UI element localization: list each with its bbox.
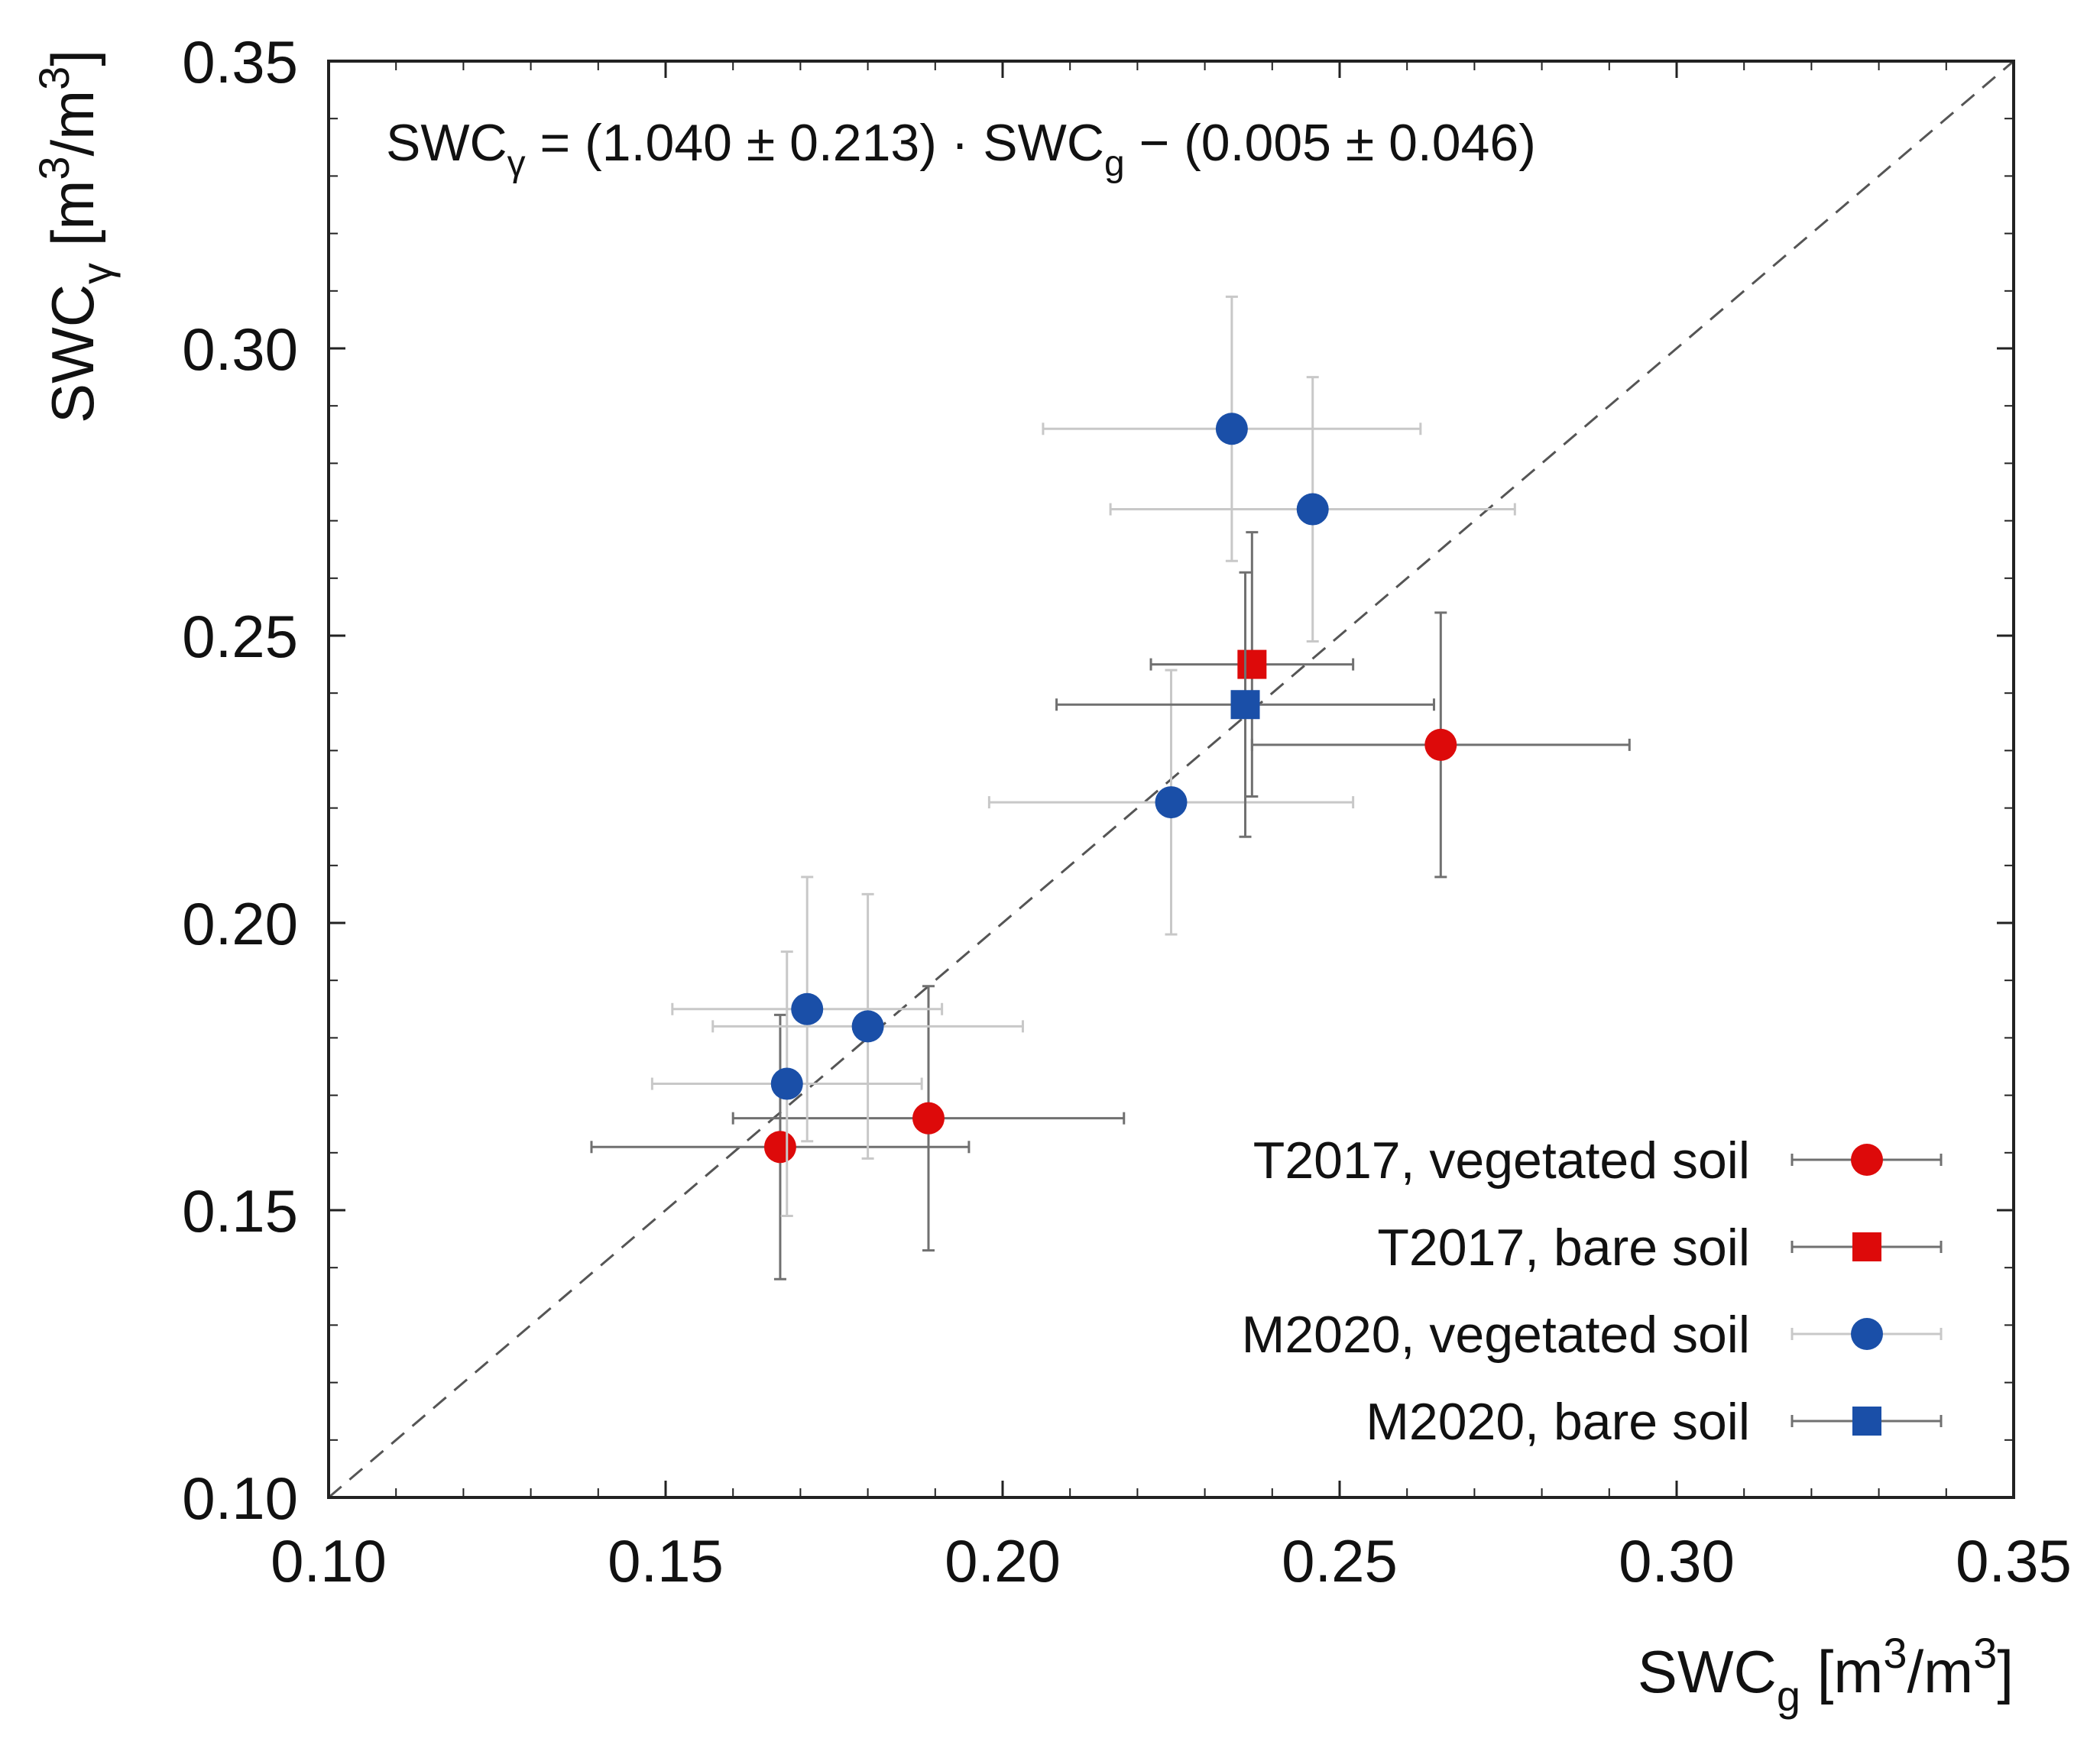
legend-label: M2020, vegetated soil (1242, 1306, 1750, 1364)
y-tick-label: 0.30 (182, 316, 298, 383)
y-tick-label: 0.25 (182, 603, 298, 670)
x-axis-title: SWCg [m3/m3] (1638, 1629, 2014, 1720)
y-tick-label: 0.10 (182, 1465, 298, 1532)
legend-item: T2017, bare soil (1377, 1219, 1943, 1277)
data-point (1296, 493, 1329, 526)
data-points-layer (590, 295, 1631, 1280)
y-tick-label: 0.15 (182, 1177, 298, 1245)
legend-marker (1852, 1407, 1881, 1436)
y-axis-title: SWCγ [m3/m3] (30, 50, 121, 423)
data-point (1237, 649, 1267, 679)
x-tick-label: 0.15 (608, 1527, 724, 1594)
legend-item: M2020, vegetated soil (1242, 1306, 1943, 1364)
data-point (1215, 413, 1248, 445)
data-point (791, 992, 824, 1025)
legend-label: M2020, bare soil (1366, 1393, 1750, 1451)
legend-item: M2020, bare soil (1366, 1393, 1943, 1451)
x-tick-label: 0.35 (1956, 1527, 2072, 1594)
data-point (851, 1010, 884, 1043)
legend-marker (1852, 1232, 1881, 1261)
series-m2020-vegetated-soil (650, 295, 1516, 1218)
axis-ticks (327, 60, 2015, 1499)
x-tick-label: 0.10 (271, 1527, 387, 1594)
x-axis-tick-labels: 0.10 0.15 0.20 0.25 0.30 0.35 (271, 1527, 2072, 1594)
legend-label: T2017, vegetated soil (1253, 1131, 1750, 1190)
series-t2017-vegetated-soil (590, 611, 1631, 1280)
y-tick-label: 0.20 (182, 890, 298, 957)
series-m2020-bare-soil (1055, 571, 1435, 838)
data-point (1424, 728, 1457, 761)
series-t2017-bare-soil (1149, 531, 1355, 798)
data-point (1155, 786, 1188, 819)
legend-item: T2017, vegetated soil (1253, 1131, 1943, 1190)
x-tick-label: 0.25 (1282, 1527, 1398, 1594)
data-point (770, 1067, 803, 1100)
y-tick-label: 0.35 (182, 28, 298, 96)
legend-marker (1851, 1144, 1883, 1176)
y-axis-tick-labels: 0.10 0.15 0.20 0.25 0.30 0.35 (182, 28, 298, 1532)
data-point (912, 1102, 945, 1135)
plot-frame (327, 60, 2015, 1499)
fit-equation-annotation: SWCγ = (1.040 ± 0.213) · SWCg − (0.005 ±… (386, 114, 1536, 184)
legend: T2017, vegetated soil T2017, bare soil M20… (1242, 1131, 1943, 1451)
legend-marker (1851, 1318, 1883, 1350)
x-tick-label: 0.30 (1619, 1527, 1735, 1594)
data-point (1230, 690, 1260, 720)
legend-label: T2017, bare soil (1377, 1219, 1750, 1277)
data-point (763, 1131, 796, 1164)
x-tick-label: 0.20 (945, 1527, 1061, 1594)
